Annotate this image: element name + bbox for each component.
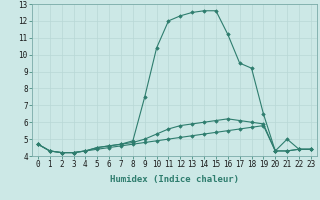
X-axis label: Humidex (Indice chaleur): Humidex (Indice chaleur) bbox=[110, 175, 239, 184]
